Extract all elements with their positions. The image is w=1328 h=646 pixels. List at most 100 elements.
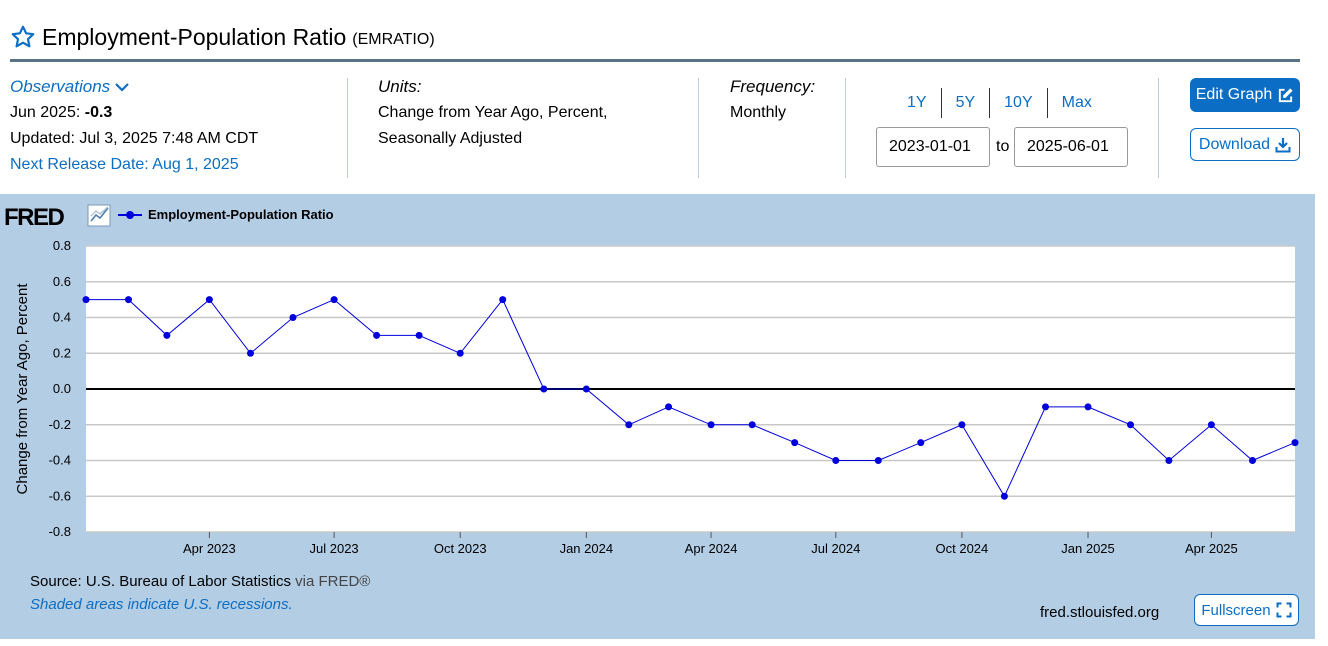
data-point[interactable] xyxy=(246,349,254,357)
series-code: (EMRATIO) xyxy=(352,30,435,48)
frequency-value: Monthly xyxy=(730,104,787,121)
units-block: Units: Change from Year Ago, Percent, Se… xyxy=(378,74,607,152)
fred-logo: FRED xyxy=(4,204,65,231)
data-point[interactable] xyxy=(1127,421,1135,429)
recession-note: Shaded areas indicate U.S. recessions. xyxy=(30,596,293,613)
x-tick-label: Apr 2023 xyxy=(183,541,236,556)
data-point[interactable] xyxy=(289,314,297,321)
y-axis-label: Change from Year Ago, Percent xyxy=(14,283,31,495)
y-tick-label: 0.6 xyxy=(53,274,71,289)
frequency-block: Frequency: Monthly xyxy=(730,74,815,126)
x-tick-label: Jan 2025 xyxy=(1061,541,1115,556)
chevron-down-icon xyxy=(115,83,129,92)
legend-marker xyxy=(126,211,134,219)
range-1y-button[interactable]: 1Y xyxy=(893,88,942,118)
data-point[interactable] xyxy=(582,385,590,393)
source-via: via FRED® xyxy=(290,573,371,590)
x-tick-label: Oct 2024 xyxy=(936,541,989,556)
site-url: fred.stlouisfed.org xyxy=(1040,604,1160,621)
start-date-input[interactable] xyxy=(876,127,990,167)
y-axis: 0.8 0.6 0.4 0.2 0.0 -0.2 -0.4 -0.6 -0.8 xyxy=(49,238,71,539)
divider xyxy=(845,78,846,178)
data-point[interactable] xyxy=(163,331,171,339)
data-point[interactable] xyxy=(330,296,338,304)
x-tick-label: Jul 2023 xyxy=(310,541,359,556)
range-10y-button[interactable]: 10Y xyxy=(990,88,1048,118)
divider xyxy=(1158,78,1159,178)
data-point[interactable] xyxy=(456,349,464,357)
fullscreen-button[interactable]: Fullscreen xyxy=(1194,594,1299,626)
data-point[interactable] xyxy=(625,421,633,429)
x-tick-label: Jan 2024 xyxy=(560,541,614,556)
units-label: Units: xyxy=(378,77,422,96)
y-tick-label: -0.6 xyxy=(49,488,71,503)
y-tick-label: 0.2 xyxy=(53,345,71,360)
x-tick-label: Apr 2024 xyxy=(685,541,738,556)
graph-panel: FRED Employment-Population Ratio Change … xyxy=(0,194,1315,639)
range-selector: 1Y 5Y 10Y Max xyxy=(893,88,1106,118)
data-point[interactable] xyxy=(373,331,381,339)
x-tick-label: Apr 2025 xyxy=(1185,541,1238,556)
data-point[interactable] xyxy=(1084,403,1092,411)
grid xyxy=(86,245,1295,533)
range-5y-button[interactable]: 5Y xyxy=(942,88,991,118)
source-text: Source: U.S. Bureau of Labor Statistics xyxy=(30,573,291,590)
data-point[interactable] xyxy=(205,296,213,304)
units-line-1: Change from Year Ago, Percent, xyxy=(378,104,608,121)
divider xyxy=(347,78,348,178)
units-line-2: Seasonally Adjusted xyxy=(378,130,523,147)
series-line xyxy=(86,298,1296,498)
observations-block: Observations Jun 2025: -0.3 Updated: Jul… xyxy=(10,74,258,178)
y-tick-label: -0.8 xyxy=(49,524,71,539)
next-release-link[interactable]: Next Release Date: Aug 1, 2025 xyxy=(10,156,239,173)
star-icon[interactable] xyxy=(10,24,36,50)
data-point[interactable] xyxy=(874,457,882,464)
y-tick-label: 0.8 xyxy=(53,238,71,253)
data-point[interactable] xyxy=(1165,457,1173,464)
data-point[interactable] xyxy=(1249,457,1257,464)
y-tick-label: -0.4 xyxy=(49,453,71,468)
y-tick-label: 0.4 xyxy=(53,310,71,325)
line-chart-icon[interactable] xyxy=(87,204,111,227)
data-point[interactable] xyxy=(832,457,840,464)
title-divider xyxy=(10,59,1300,62)
edit-graph-button[interactable]: Edit Graph xyxy=(1190,78,1300,112)
chart: FRED Employment-Population Ratio Change … xyxy=(4,204,1299,556)
series-employment-population-ratio xyxy=(82,296,1299,500)
data-point[interactable] xyxy=(1207,421,1215,429)
observations-label: Observations xyxy=(10,77,111,96)
data-point[interactable] xyxy=(707,421,715,429)
x-axis: Apr 2023 Jul 2023 Oct 2023 Jan 2024 Apr 2024… xyxy=(183,532,1238,556)
data-point[interactable] xyxy=(917,439,925,447)
source-line: Source: U.S. Bureau of Labor Statistics … xyxy=(30,573,370,590)
divider xyxy=(698,78,699,178)
observations-dropdown[interactable]: Observations xyxy=(10,74,258,100)
data-point[interactable] xyxy=(1291,439,1299,447)
y-tick-label: -0.2 xyxy=(49,417,71,432)
data-point[interactable] xyxy=(665,403,673,411)
data-point[interactable] xyxy=(415,331,423,339)
data-point[interactable] xyxy=(499,296,507,304)
data-point[interactable] xyxy=(748,421,756,429)
edit-icon xyxy=(1279,87,1293,102)
frequency-label: Frequency: xyxy=(730,77,816,96)
data-point[interactable] xyxy=(124,296,132,304)
range-max-button[interactable]: Max xyxy=(1061,94,1092,111)
to-label: to xyxy=(996,138,1010,155)
observation-value: -0.3 xyxy=(84,104,113,121)
download-icon xyxy=(1275,137,1291,152)
data-point[interactable] xyxy=(791,439,799,447)
fullscreen-label: Fullscreen xyxy=(1201,601,1271,619)
data-point[interactable] xyxy=(540,385,548,393)
data-point[interactable] xyxy=(1042,403,1050,411)
data-point[interactable] xyxy=(82,296,90,304)
x-tick-label: Oct 2023 xyxy=(434,541,487,556)
download-label: Download xyxy=(1198,135,1271,153)
download-button[interactable]: Download xyxy=(1190,128,1300,161)
data-point[interactable] xyxy=(958,421,966,429)
data-point[interactable] xyxy=(1000,492,1008,500)
end-date-input[interactable] xyxy=(1014,127,1128,167)
x-tick-label: Jul 2024 xyxy=(811,541,860,556)
fullscreen-icon xyxy=(1276,602,1292,618)
updated-text: Updated: Jul 3, 2025 7:48 AM CDT xyxy=(10,130,259,147)
